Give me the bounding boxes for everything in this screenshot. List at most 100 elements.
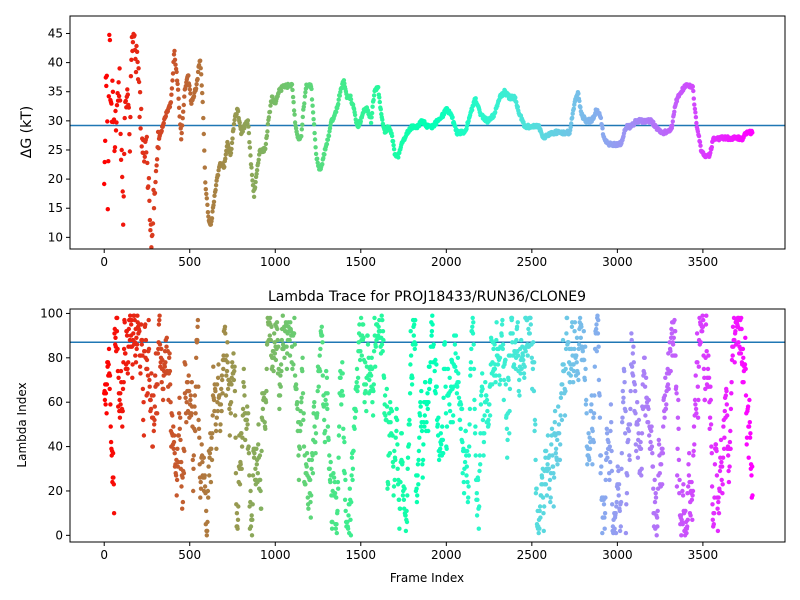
lambda-point xyxy=(480,371,485,376)
lambda-point xyxy=(686,462,691,467)
delta-g-point xyxy=(106,94,112,99)
lambda-point xyxy=(445,366,451,372)
delta-g-point xyxy=(337,93,342,98)
delta-g-point xyxy=(161,120,166,126)
lambda-point xyxy=(427,364,432,369)
lambda-point xyxy=(416,482,421,487)
lambda-point xyxy=(519,337,524,343)
lambda-point xyxy=(747,435,753,440)
lambda-point xyxy=(613,511,618,516)
lambda-point xyxy=(551,504,556,509)
lambda-point xyxy=(673,329,678,334)
lambda-point xyxy=(144,357,150,363)
lambda-point xyxy=(386,482,391,487)
lambda-point xyxy=(118,402,123,407)
lambda-point xyxy=(709,484,715,489)
lambda-point xyxy=(322,439,328,445)
delta-g-point xyxy=(179,130,184,136)
lambda-point xyxy=(275,337,280,343)
lambda-point xyxy=(172,451,177,456)
lambda-point xyxy=(198,479,203,485)
lambda-chart-title: Lambda Trace for PROJ18433/RUN36/CLONE9 xyxy=(268,289,586,305)
delta-g-point xyxy=(116,93,122,99)
lambda-point xyxy=(588,408,594,414)
lambda-point xyxy=(580,349,585,354)
lambda-point xyxy=(685,491,690,496)
y-tick-label: 0 xyxy=(55,528,63,542)
lambda-point xyxy=(596,317,601,323)
lambda-point xyxy=(248,524,254,529)
lambda-point xyxy=(680,488,685,494)
lambda-point xyxy=(533,457,538,463)
lambda-point xyxy=(237,482,243,487)
lambda-point xyxy=(131,331,136,336)
lambda-point xyxy=(631,344,636,349)
delta-g-point xyxy=(211,203,216,208)
lambda-point xyxy=(726,479,732,485)
x-tick-label: 3500 xyxy=(688,548,719,562)
lambda-point xyxy=(185,380,190,385)
lambda-point xyxy=(168,400,173,405)
lambda-point xyxy=(247,504,252,509)
delta-g-point xyxy=(107,37,113,43)
lambda-point xyxy=(604,431,610,436)
lambda-point xyxy=(379,342,385,347)
delta-g-point xyxy=(248,153,253,158)
lambda-point xyxy=(674,484,680,489)
lambda-point xyxy=(500,342,506,347)
lambda-point xyxy=(363,382,369,387)
lambda-point xyxy=(227,433,232,438)
delta-g-axis-label: ΔG (kT) xyxy=(19,106,35,158)
lambda-point xyxy=(655,524,660,529)
delta-g-point xyxy=(577,98,582,104)
lambda-point xyxy=(404,508,409,514)
lambda-point xyxy=(544,448,549,454)
lambda-point xyxy=(177,426,182,431)
lambda-point xyxy=(207,473,212,478)
lambda-point xyxy=(315,388,320,394)
delta-g-point xyxy=(144,150,149,155)
lambda-point xyxy=(117,415,123,420)
lambda-point xyxy=(331,475,337,480)
lambda-point xyxy=(674,391,679,396)
lambda-point xyxy=(708,384,713,389)
lambda-point xyxy=(256,422,261,427)
lambda-point xyxy=(214,415,219,420)
delta-g-x-ticks: 0 500 1000 1500 2000 2500 3000 3500 xyxy=(100,249,718,269)
delta-g-point xyxy=(188,91,193,96)
lambda-point xyxy=(659,462,664,467)
lambda-point xyxy=(652,499,658,505)
lambda-x-ticks: 0 500 1000 1500 2000 2500 3000 3500 xyxy=(100,542,718,562)
lambda-point xyxy=(458,402,464,407)
lambda-point xyxy=(691,453,696,458)
lambda-point xyxy=(262,420,267,425)
lambda-point xyxy=(369,366,375,372)
lambda-point xyxy=(431,342,436,347)
lambda-point xyxy=(425,406,430,412)
lambda-point xyxy=(558,442,563,447)
delta-g-point xyxy=(390,139,396,144)
lambda-point xyxy=(224,368,230,374)
delta-g-point xyxy=(570,111,575,116)
lambda-point xyxy=(228,411,233,416)
delta-g-point xyxy=(195,69,201,75)
lambda-point xyxy=(370,413,376,418)
lambda-point xyxy=(576,377,581,383)
lambda-y-ticks: 0 20 40 60 80 100 xyxy=(40,306,70,542)
lambda-point xyxy=(332,491,338,496)
lambda-point xyxy=(592,393,597,398)
lambda-point xyxy=(195,324,200,329)
lambda-point xyxy=(447,402,452,407)
lambda-point xyxy=(308,499,313,505)
lambda-point xyxy=(469,346,474,352)
lambda-point xyxy=(507,408,512,414)
lambda-point xyxy=(324,368,329,374)
lambda-point xyxy=(334,522,339,527)
lambda-point xyxy=(656,442,662,447)
lambda-point xyxy=(497,382,502,387)
delta-g-point xyxy=(125,92,130,97)
lambda-point xyxy=(594,349,599,354)
lambda-point xyxy=(499,322,505,327)
lambda-point xyxy=(650,464,656,469)
lambda-point xyxy=(635,400,640,405)
